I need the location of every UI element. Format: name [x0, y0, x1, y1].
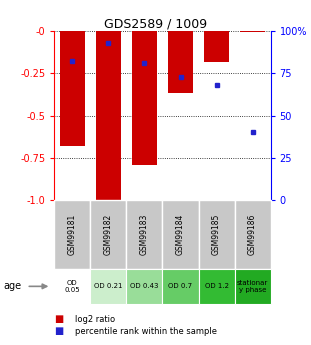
Text: ■: ■: [54, 314, 64, 324]
Bar: [168, 31, 193, 93]
Bar: [54, 269, 91, 304]
Bar: [162, 200, 198, 269]
Text: GSM99185: GSM99185: [212, 214, 221, 255]
Text: stationar
y phase: stationar y phase: [237, 280, 268, 293]
Bar: [240, 31, 265, 32]
Bar: [198, 200, 234, 269]
Bar: [91, 200, 127, 269]
Text: OD 0.43: OD 0.43: [130, 283, 159, 289]
Text: log2 ratio: log2 ratio: [75, 315, 115, 324]
Bar: [162, 269, 198, 304]
Bar: [234, 200, 271, 269]
Text: GSM99186: GSM99186: [248, 214, 257, 255]
Bar: [54, 200, 91, 269]
Text: GSM99184: GSM99184: [176, 214, 185, 255]
Bar: [60, 31, 85, 146]
Text: GDS2589 / 1009: GDS2589 / 1009: [104, 17, 207, 30]
Text: OD 1.2: OD 1.2: [205, 283, 229, 289]
Bar: [132, 31, 157, 165]
Bar: [127, 269, 162, 304]
Text: OD 0.21: OD 0.21: [94, 283, 123, 289]
Bar: [198, 269, 234, 304]
Text: ■: ■: [54, 326, 64, 336]
Bar: [127, 200, 162, 269]
Text: OD
0.05: OD 0.05: [65, 280, 80, 293]
Text: GSM99183: GSM99183: [140, 214, 149, 255]
Bar: [234, 269, 271, 304]
Bar: [204, 31, 229, 62]
Text: percentile rank within the sample: percentile rank within the sample: [75, 327, 217, 336]
Text: GSM99181: GSM99181: [68, 214, 77, 255]
Text: OD 0.7: OD 0.7: [169, 283, 193, 289]
Text: age: age: [3, 282, 21, 291]
Bar: [96, 31, 121, 200]
Bar: [91, 269, 127, 304]
Text: GSM99182: GSM99182: [104, 214, 113, 255]
